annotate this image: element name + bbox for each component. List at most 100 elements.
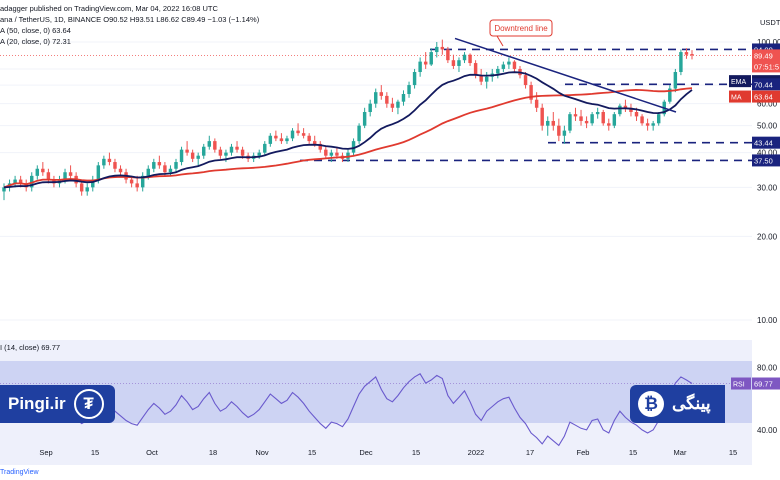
candle-body: [656, 114, 661, 124]
candle-body: [390, 103, 395, 108]
rsi-tick-label: 80.00: [757, 364, 778, 373]
rsi-series-line: [3, 373, 693, 447]
time-tick-label: Nov: [255, 448, 269, 457]
candle-body: [468, 54, 472, 64]
candle-body: [401, 94, 406, 102]
candle-body: [41, 168, 45, 173]
price-tag-label: 07:51:5: [754, 62, 779, 71]
candle-body: [501, 64, 506, 69]
candle-body: [318, 143, 322, 150]
candle-body: [190, 152, 195, 159]
price-tag-bg: [752, 136, 780, 149]
candle-body: [268, 135, 273, 144]
horizontal-levels: [300, 48, 752, 162]
candle-body: [551, 120, 556, 126]
ema20-line: [3, 71, 693, 189]
candle-body: [46, 172, 51, 180]
candle-body: [534, 99, 539, 108]
candle-body: [546, 120, 550, 126]
candle-body: [152, 162, 156, 169]
candle-body: [473, 63, 478, 76]
candle-body: [102, 158, 106, 166]
candle-body: [30, 175, 34, 188]
indicator-value: 63.64: [754, 93, 773, 102]
pingi-watermark-right: ₿ پینگی: [630, 385, 725, 423]
candle-body: [645, 123, 650, 126]
candle-body: [668, 88, 672, 102]
candle-body: [684, 52, 689, 55]
time-axis: Sep 15 Oct 18 Nov 15 Dec 15 2022 17 Feb 15 Mar 15: [39, 448, 737, 457]
pingi-text: Pingi.ir: [8, 394, 66, 413]
price-tick-label: 10.00: [757, 316, 778, 325]
downtrend-line[interactable]: [454, 37, 677, 113]
candle-body: [407, 85, 411, 95]
candle-body: [496, 68, 500, 74]
candle-body: [562, 130, 567, 136]
candle-body: [346, 152, 350, 159]
candle-body: [163, 165, 167, 173]
candle-body: [507, 61, 511, 65]
rsi-tag-bg: [731, 377, 751, 390]
candle-body: [129, 179, 134, 184]
annotation-text: Downtrend line: [494, 24, 548, 33]
price-tick-label: 60.00: [757, 100, 778, 109]
candle-body: [118, 168, 123, 173]
candle-body: [213, 141, 217, 150]
candle-body: [218, 149, 223, 156]
indicator-tag-bg: [729, 75, 751, 88]
indicator-tag-name: EMA: [731, 79, 747, 86]
tether-icon: ₮: [73, 389, 104, 419]
rsi-legend: I (14, close) 69.77: [0, 343, 61, 352]
candle-body: [540, 107, 544, 126]
candle-body: [96, 165, 101, 180]
candle-body: [185, 149, 189, 153]
candle-body: [446, 49, 450, 61]
candle-body: [590, 114, 594, 124]
candle-body: [79, 183, 84, 192]
downtrend-annotation[interactable]: Downtrend line: [489, 19, 553, 47]
candle-body: [374, 92, 378, 104]
candle-body: [307, 135, 311, 142]
candle-body: [140, 175, 145, 188]
candle-body: [290, 130, 295, 139]
indicator-tag-name: MA: [731, 95, 742, 102]
time-tick-label: Sep: [39, 448, 52, 457]
price-tag-label: 70.44: [754, 80, 773, 89]
candle-body: [612, 114, 617, 126]
candle-body: [35, 168, 40, 176]
candle-body: [429, 52, 433, 65]
candle-body: [607, 123, 611, 126]
candle-body: [651, 123, 655, 126]
candle-body: [257, 152, 261, 156]
ma50-legend: A (50, close, 0) 63.64: [0, 26, 71, 35]
candle-body: [2, 187, 6, 192]
ema20-legend: A (20, close, 0) 72.31: [0, 37, 71, 46]
price-tick-label: 40.00: [757, 149, 778, 158]
candle-body: [412, 71, 417, 86]
time-tick-label: 2022: [468, 448, 485, 457]
candle-body: [263, 143, 267, 153]
candle-body: [168, 168, 173, 173]
candle-body: [335, 152, 339, 156]
time-tick-label: Feb: [577, 448, 590, 457]
time-tick-label: Mar: [674, 448, 687, 457]
ma50-line: [3, 87, 693, 189]
candle-body: [274, 135, 278, 139]
annotation-box: [489, 19, 553, 37]
candle-body: [423, 61, 428, 65]
candle-body: [240, 149, 245, 156]
rsi-value-bg: [752, 377, 780, 390]
candle-body: [135, 183, 139, 188]
candle-body: [440, 46, 445, 50]
candle-body: [146, 168, 150, 176]
candles: [2, 39, 694, 201]
candle-body: [235, 146, 239, 150]
candle-body: [484, 76, 489, 82]
candle-body: [457, 60, 461, 66]
bitcoin-icon: ₿: [638, 391, 664, 417]
price-tag-bg: [752, 49, 780, 62]
price-tag-label: 89.49: [754, 51, 773, 60]
price-tag-bg: [752, 78, 780, 91]
candle-body: [329, 152, 334, 156]
